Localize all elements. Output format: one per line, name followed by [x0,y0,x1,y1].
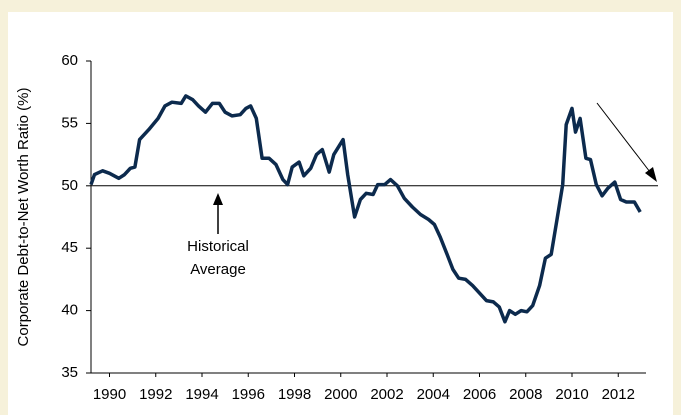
x-tick-label: 2004 [417,386,450,403]
x-tick-label: 2002 [370,386,403,403]
y-tick-label: 60 [61,52,78,69]
y-tick-label: 50 [61,177,78,194]
x-tick-label: 1996 [232,386,265,403]
annotation: Historical [187,238,249,255]
x-tick-label: 2012 [602,386,635,403]
x-tick-label: 1994 [185,386,218,403]
y-axis-label: Corporate Debt-to-Net Worth Ratio (%) [15,88,32,347]
annotation: Average [190,261,246,278]
trend-arrowhead [645,167,657,182]
annotation-arrowhead [213,193,223,205]
plot-background [8,12,673,415]
x-tick-label: 1990 [93,386,126,403]
y-tick-label: 55 [61,114,78,131]
x-tick-label: 2000 [324,386,357,403]
y-tick-label: 45 [61,239,78,256]
trend-arrow [596,102,651,173]
x-tick-label: 2008 [509,386,542,403]
x-tick-label: 2010 [555,386,588,403]
x-tick-label: 1998 [278,386,311,403]
data-line [89,94,642,324]
x-tick-label: 1992 [139,386,172,403]
y-tick-label: 35 [61,364,78,381]
x-tick-label: 2006 [463,386,496,403]
y-tick-label: 40 [61,302,78,319]
